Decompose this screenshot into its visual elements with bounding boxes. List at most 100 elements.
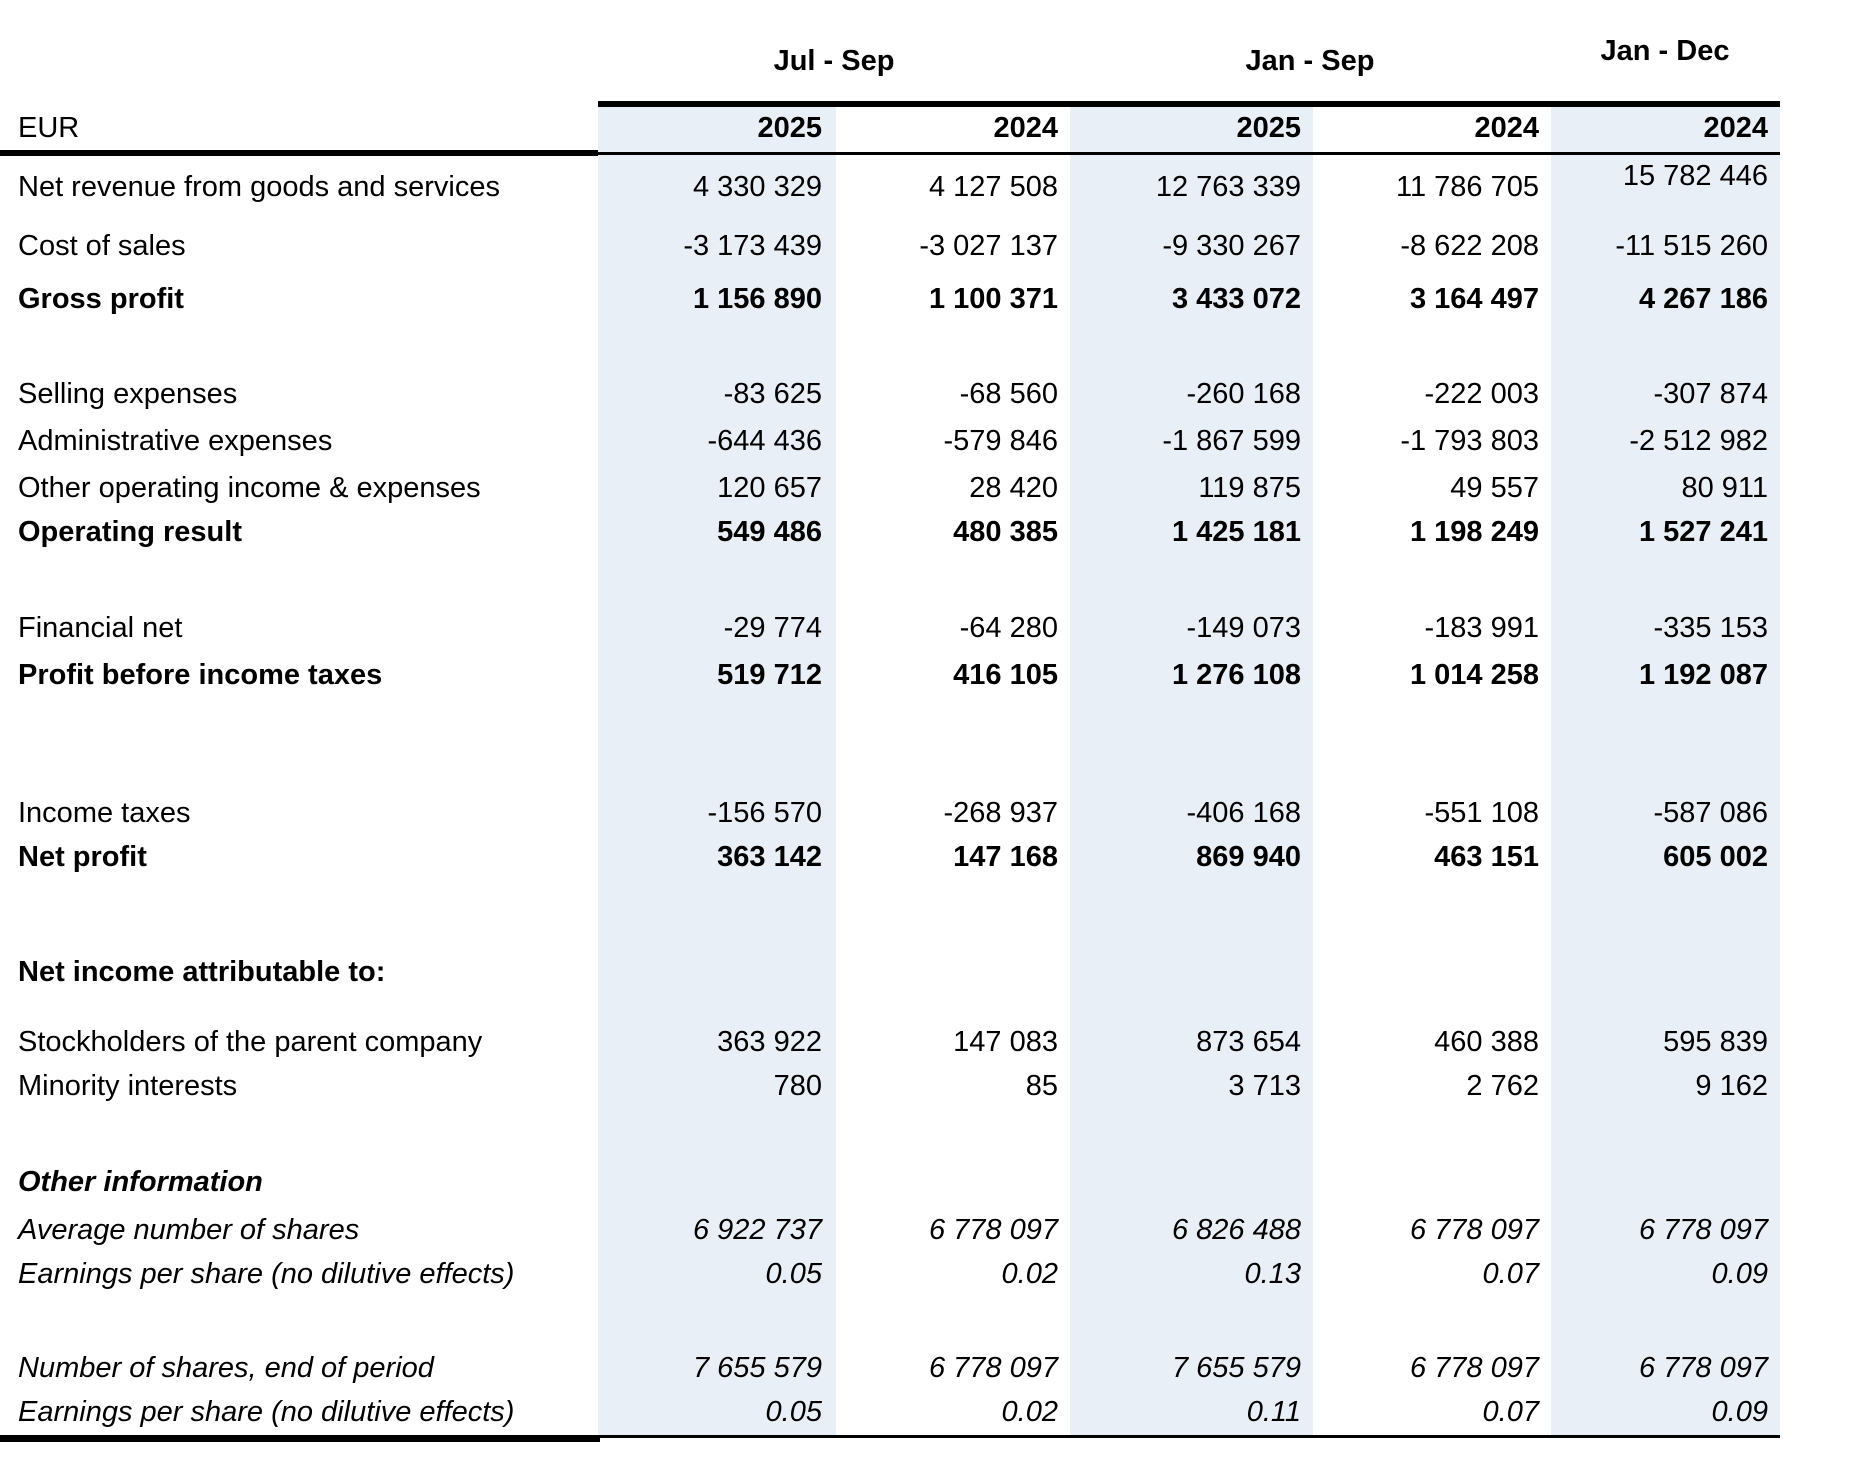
cell-value: 4 330 329	[692, 171, 822, 203]
cell-value: -307 874	[1653, 378, 1769, 410]
cell-value: -9 330 267	[1162, 230, 1301, 262]
cell-value: -156 570	[707, 797, 823, 829]
cell-value: 0.09	[1711, 1396, 1768, 1428]
cell-value: 6 778 097	[1638, 1352, 1768, 1384]
table-row: Income taxes -156 570 -268 937 -406 168 -551…	[0, 798, 1852, 828]
cell-value: 605 002	[1663, 841, 1768, 873]
cell-value: -260 168	[1186, 378, 1302, 410]
row-label: Other operating income & expenses	[18, 472, 481, 504]
row-label: Other information	[18, 1166, 263, 1198]
cell-value: 28 420	[969, 472, 1058, 504]
cell-value: -29 774	[723, 612, 822, 644]
cell-value: 7 655 579	[692, 1352, 822, 1384]
cell-value: -11 515 260	[1615, 230, 1768, 262]
cell-value: 549 486	[717, 516, 822, 548]
table-row: Average number of shares 6 922 737 6 778 0…	[0, 1215, 1852, 1245]
table-row: Profit before income taxes 519 712 416 105…	[0, 660, 1852, 690]
row-label: Income taxes	[18, 797, 191, 829]
cell-value: 0.02	[1001, 1396, 1058, 1428]
year-header-jul-sep-2025: 2025	[757, 112, 822, 144]
cell-value: 4 127 508	[928, 171, 1058, 203]
shaded-column-jul-sep-2025	[598, 104, 836, 1437]
cell-value: 1 527 241	[1638, 516, 1768, 548]
shaded-column-jan-sep-2025	[1070, 104, 1313, 1437]
row-label: Earnings per share (no dilutive effects)	[18, 1396, 515, 1428]
cell-value: -406 168	[1186, 797, 1302, 829]
row-label: Minority interests	[18, 1070, 238, 1102]
cell-value: 1 100 371	[928, 283, 1058, 315]
bottom-border-label-column	[0, 1435, 600, 1442]
cell-value: -64 280	[959, 612, 1058, 644]
cell-value: -222 003	[1424, 378, 1540, 410]
row-label: Selling expenses	[18, 378, 238, 410]
year-header-jan-sep-2025: 2025	[1236, 112, 1301, 144]
cell-value: 119 875	[1198, 472, 1301, 504]
cell-value: 6 778 097	[928, 1214, 1058, 1246]
cell-value: -83 625	[723, 378, 822, 410]
cell-value: -149 073	[1186, 612, 1302, 644]
cell-value: 1 156 890	[692, 283, 822, 315]
cell-value: 15 782 446	[1622, 160, 1768, 192]
row-label: Administrative expenses	[18, 425, 333, 457]
cell-value: 0.11	[1246, 1396, 1301, 1428]
cell-value: 363 142	[717, 841, 822, 873]
cell-value: 49 557	[1450, 472, 1539, 504]
cell-value: -8 622 208	[1400, 230, 1539, 262]
table-row: Other operating income & expenses 120 657…	[0, 473, 1852, 503]
cell-value: 0.02	[1001, 1258, 1058, 1290]
cell-value: -1 793 803	[1400, 425, 1539, 457]
year-header-jul-sep-2024: 2024	[993, 112, 1058, 144]
cell-value: 780	[773, 1070, 822, 1102]
table-row: Net profit 363 142 147 168 869 940 463 151 60…	[0, 842, 1852, 872]
cell-value: -183 991	[1424, 612, 1540, 644]
cell-value: 1 014 258	[1409, 659, 1539, 691]
row-label: Net revenue from goods and services	[18, 171, 500, 203]
cell-value: 873 654	[1196, 1026, 1301, 1058]
row-label: Profit before income taxes	[18, 659, 383, 691]
cell-value: 0.07	[1482, 1396, 1539, 1428]
row-label: Net income attributable to:	[18, 956, 386, 988]
cell-value: -3 027 137	[919, 230, 1058, 262]
cell-value: 363 922	[717, 1026, 822, 1058]
cell-value: -1 867 599	[1162, 425, 1301, 457]
cell-value: 0.13	[1244, 1258, 1301, 1290]
table-row: Number of shares, end of period 7 655 579…	[0, 1353, 1852, 1383]
cell-value: -2 512 982	[1629, 425, 1768, 457]
column-group-jan-sep: Jan - Sep	[1245, 45, 1375, 77]
column-group-jul-sep: Jul - Sep	[773, 45, 895, 77]
cell-value: -68 560	[959, 378, 1058, 410]
table-row: Net revenue from goods and services 4 330…	[0, 161, 1852, 203]
cell-value: 6 778 097	[928, 1352, 1058, 1384]
cell-value: 1 198 249	[1409, 516, 1539, 548]
cell-value: 0.09	[1711, 1258, 1768, 1290]
table-row: Operating result 549 486 480 385 1 425 181 1…	[0, 517, 1852, 547]
cell-value: -587 086	[1653, 797, 1769, 829]
cell-value: 4 267 186	[1638, 283, 1768, 315]
cell-value: 416 105	[953, 659, 1058, 691]
header-top-border	[598, 101, 1780, 107]
cell-value: 147 168	[953, 841, 1058, 873]
cell-value: 3 164 497	[1409, 283, 1539, 315]
row-label: Net profit	[18, 841, 147, 873]
cell-value: 147 083	[953, 1026, 1058, 1058]
cell-value: 0.05	[765, 1258, 822, 1290]
cell-value: 9 162	[1695, 1070, 1768, 1102]
cell-value: 12 763 339	[1155, 171, 1301, 203]
table-row: Administrative expenses -644 436 -579 846 -…	[0, 426, 1852, 456]
cell-value: 463 151	[1434, 841, 1539, 873]
cell-value: 120 657	[717, 472, 822, 504]
row-label: Average number of shares	[18, 1214, 360, 1246]
cell-value: -268 937	[943, 797, 1059, 829]
cell-value: 595 839	[1663, 1026, 1768, 1058]
cell-value: 1 192 087	[1638, 659, 1768, 691]
cell-value: 460 388	[1434, 1026, 1539, 1058]
cell-value: 6 922 737	[692, 1214, 822, 1246]
cell-value: 0.07	[1482, 1258, 1539, 1290]
table-row: Other information	[0, 1167, 1852, 1197]
cell-value: -335 153	[1653, 612, 1769, 644]
row-label: Cost of sales	[18, 230, 186, 262]
row-label: Financial net	[18, 612, 183, 644]
cell-value: 6 778 097	[1409, 1214, 1539, 1246]
header-underline-value-columns	[598, 152, 1780, 155]
